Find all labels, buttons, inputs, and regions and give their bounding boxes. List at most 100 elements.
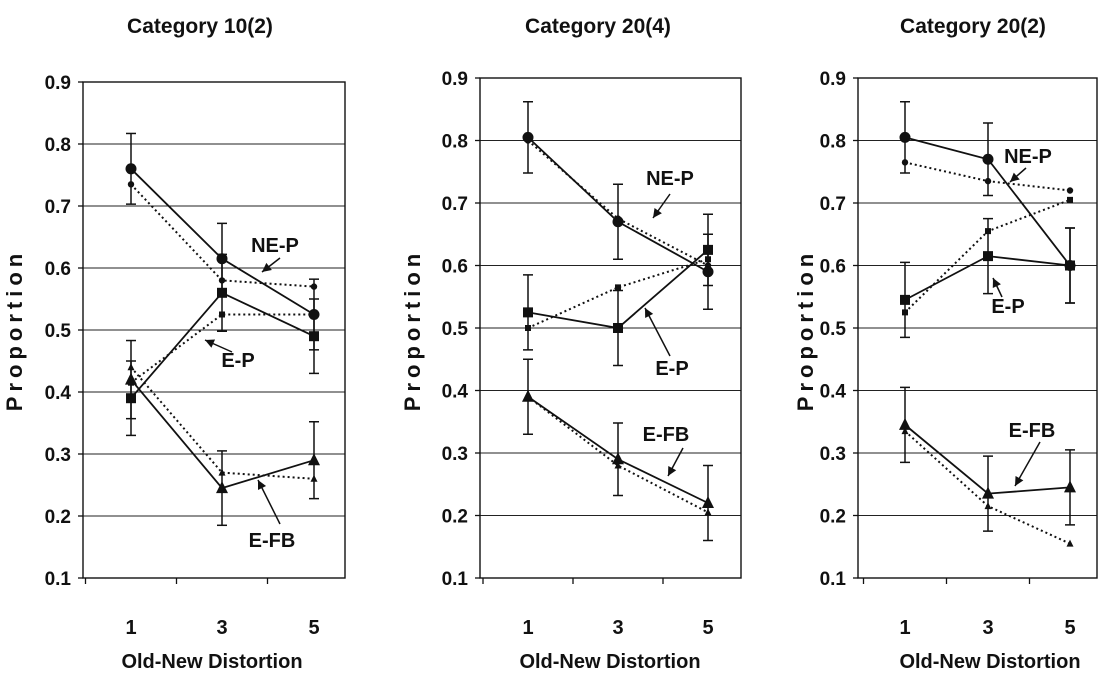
data-point: [218, 468, 226, 476]
x-tick-label: 5: [702, 617, 713, 639]
data-point: [705, 256, 711, 263]
annotation-label: E-P: [655, 358, 688, 380]
data-point: [127, 181, 135, 188]
plot-area: [857, 77, 1098, 579]
x-tick-label: 3: [216, 617, 227, 639]
data-point: [984, 177, 992, 185]
y-tick-label: 0.3: [45, 445, 71, 466]
series-ne-p-dotted: [127, 181, 318, 290]
x-tick-label: 1: [899, 617, 910, 639]
data-point: [613, 323, 623, 333]
chart-panel-3: Category 20(2) 0.1 0.2 0.3 0.4 0.5 0.6 0.7 0.8 0.…: [793, 15, 1098, 673]
data-point: [704, 508, 712, 516]
data-point: [614, 461, 622, 469]
y-tick-label: 0.6: [45, 259, 71, 280]
y-tick-label: 0.5: [820, 319, 847, 340]
series-line: [527, 139, 709, 267]
chart-title: Category 20(4): [525, 15, 671, 38]
y-tick-label: 0.9: [820, 69, 846, 90]
x-tick-label: 1: [522, 617, 533, 639]
y-tick-label: 0.4: [45, 383, 72, 404]
series-e-p-solid: [523, 213, 713, 367]
annotation-arrowhead: [1015, 475, 1024, 486]
y-tick-label: 0.9: [442, 69, 468, 90]
data-point: [217, 287, 227, 298]
annotation-arrow: [644, 307, 671, 357]
data-point: [125, 163, 137, 175]
x-tick-label: 5: [1064, 617, 1075, 639]
series-ne-p-solid: [522, 101, 714, 310]
data-point: [614, 215, 622, 222]
x-tick-label: 3: [612, 617, 623, 639]
data-point: [982, 486, 994, 499]
data-point: [985, 228, 991, 235]
data-point: [310, 283, 318, 290]
series-e-fb-dotted: [127, 363, 318, 482]
annotation-arrowhead: [262, 262, 272, 272]
data-point: [902, 309, 908, 316]
annotation-label: E-P: [991, 296, 1024, 318]
annotation-label: NE-P: [1004, 146, 1052, 168]
y-tick-label: 0.8: [45, 135, 71, 156]
series-ne-p-dotted: [901, 159, 1074, 194]
y-tick-label: 0.1: [442, 569, 469, 590]
data-point: [702, 496, 714, 508]
annotation-arrowhead: [992, 278, 1001, 289]
data-point: [308, 453, 320, 466]
y-tick-label: 0.7: [820, 194, 846, 215]
data-point: [1066, 539, 1074, 547]
data-point: [127, 363, 135, 371]
plot-area: [82, 81, 346, 579]
y-tick-label: 0.4: [442, 382, 469, 403]
chart-title: Category 10(2): [127, 15, 273, 38]
data-point: [309, 331, 319, 342]
data-point: [612, 452, 624, 465]
annotation-arrowhead: [668, 465, 677, 476]
series-e-p-solid: [900, 217, 1075, 339]
data-point: [984, 502, 992, 510]
data-point: [901, 159, 909, 166]
data-point: [125, 372, 137, 385]
series-e-fb-solid: [125, 339, 320, 527]
y-tick-label: 0.2: [442, 507, 468, 528]
chart-title: Category 20(2): [900, 15, 1046, 38]
series-e-p-dotted: [525, 256, 711, 331]
series-line: [527, 395, 709, 514]
data-point: [901, 427, 909, 435]
data-point: [1067, 196, 1073, 203]
y-axis-label: Proportion: [2, 249, 27, 411]
series-ne-p-dotted: [524, 137, 712, 269]
annotation-label: E-FB: [643, 424, 690, 446]
y-tick-label: 0.6: [442, 257, 468, 278]
y-tick-label: 0.9: [45, 73, 71, 94]
series-e-fb-solid: [899, 386, 1076, 532]
x-axis-label: Old-New Distortion: [519, 651, 700, 673]
series-e-fb-solid: [522, 358, 714, 542]
x-axis-label: Old-New Distortion: [899, 651, 1080, 673]
y-tick-label: 0.7: [442, 194, 468, 215]
y-tick-label: 0.2: [820, 507, 846, 528]
data-point: [615, 284, 621, 291]
y-tick-label: 0.8: [820, 132, 846, 153]
series-e-fb-dotted: [524, 392, 712, 516]
series-line: [130, 313, 314, 384]
data-point: [219, 311, 225, 318]
data-point: [983, 251, 993, 262]
data-point: [310, 474, 318, 482]
y-tick-label: 0.7: [45, 197, 71, 218]
data-point: [703, 244, 713, 255]
annotation-label: NE-P: [251, 235, 299, 257]
y-tick-label: 0.6: [820, 257, 846, 278]
plot-area: [479, 77, 742, 579]
y-tick-label: 0.3: [820, 444, 846, 465]
y-tick-label: 0.5: [442, 319, 469, 340]
data-point: [899, 131, 911, 143]
data-point: [311, 311, 317, 318]
data-point: [524, 137, 532, 144]
chart-panel-2: Category 20(4) 0.1 0.2 0.3 0.4 0.5 0.6 0.7 0.8 0.…: [400, 15, 742, 673]
data-point: [525, 325, 531, 331]
annotation-arrowhead: [653, 208, 662, 218]
y-tick-label: 0.3: [442, 444, 468, 465]
annotation-arrowhead: [1010, 172, 1020, 182]
